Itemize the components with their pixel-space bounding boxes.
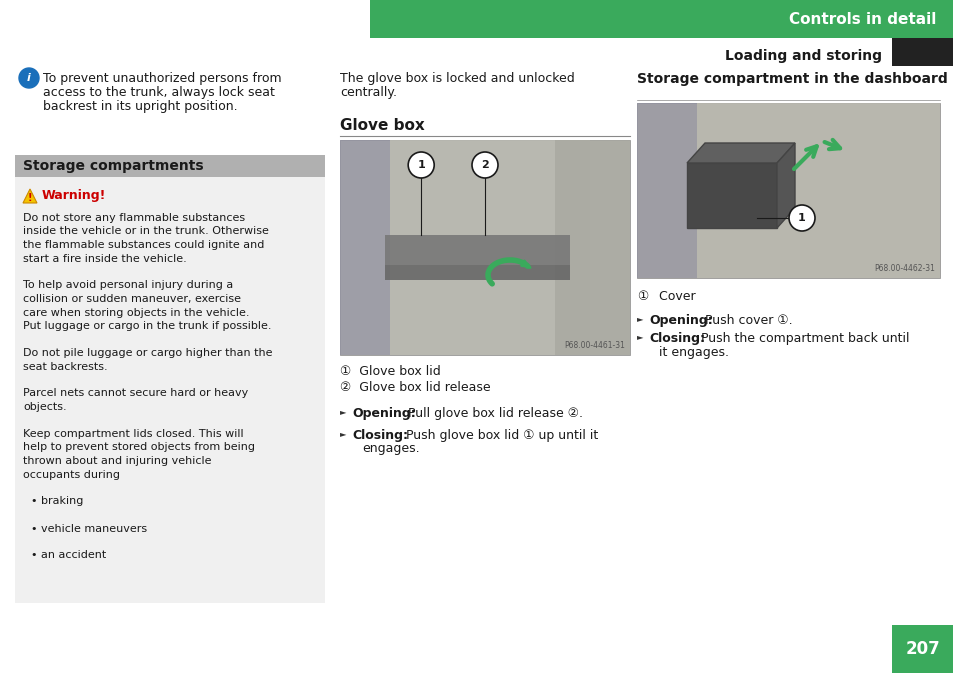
Polygon shape bbox=[776, 143, 794, 228]
Text: Do not store any flammable substances: Do not store any flammable substances bbox=[23, 213, 245, 223]
Text: The glove box is locked and unlocked: The glove box is locked and unlocked bbox=[339, 72, 574, 85]
Text: the flammable substances could ignite and: the flammable substances could ignite an… bbox=[23, 240, 264, 250]
Text: start a fire inside the vehicle.: start a fire inside the vehicle. bbox=[23, 254, 187, 264]
Bar bbox=[15, 155, 325, 177]
Text: Push the compartment back until: Push the compartment back until bbox=[697, 332, 908, 345]
Bar bbox=[390, 140, 589, 355]
Bar bbox=[339, 140, 629, 355]
Text: seat backrests.: seat backrests. bbox=[23, 361, 108, 371]
Bar bbox=[555, 140, 629, 355]
Text: occupants during: occupants during bbox=[23, 470, 120, 479]
Polygon shape bbox=[23, 189, 37, 203]
Text: • braking: • braking bbox=[30, 497, 83, 507]
Text: collision or sudden maneuver, exercise: collision or sudden maneuver, exercise bbox=[23, 294, 241, 304]
Text: Warning!: Warning! bbox=[42, 190, 107, 203]
Text: Push cover ①.: Push cover ①. bbox=[700, 314, 792, 327]
Text: help to prevent stored objects from being: help to prevent stored objects from bein… bbox=[23, 443, 254, 452]
Bar bbox=[385, 265, 569, 280]
Bar bbox=[686, 163, 776, 228]
Text: Closing:: Closing: bbox=[648, 332, 704, 345]
Text: engages.: engages. bbox=[361, 442, 419, 455]
Text: Loading and storing: Loading and storing bbox=[724, 49, 882, 63]
Bar bbox=[385, 235, 569, 265]
Text: Glove box: Glove box bbox=[339, 118, 424, 133]
Text: • an accident: • an accident bbox=[30, 551, 106, 561]
Text: Cover: Cover bbox=[650, 290, 695, 303]
Text: centrally.: centrally. bbox=[339, 86, 396, 99]
Circle shape bbox=[788, 205, 814, 231]
Text: P68.00-4461-31: P68.00-4461-31 bbox=[563, 341, 624, 350]
Text: it engages.: it engages. bbox=[659, 346, 728, 359]
Text: backrest in its upright position.: backrest in its upright position. bbox=[43, 100, 237, 113]
Text: Pull glove box lid release ②.: Pull glove box lid release ②. bbox=[403, 407, 582, 420]
Text: thrown about and injuring vehicle: thrown about and injuring vehicle bbox=[23, 456, 212, 466]
Text: ①  Glove box lid: ① Glove box lid bbox=[339, 365, 440, 378]
Text: ►: ► bbox=[637, 314, 643, 323]
Bar bbox=[370, 0, 953, 38]
Bar bbox=[891, 38, 953, 66]
Text: Opening:: Opening: bbox=[648, 314, 712, 327]
Text: 1: 1 bbox=[798, 213, 805, 223]
Text: 2: 2 bbox=[480, 160, 488, 170]
Polygon shape bbox=[686, 143, 794, 163]
Text: Closing:: Closing: bbox=[352, 429, 408, 442]
Text: care when storing objects in the vehicle.: care when storing objects in the vehicle… bbox=[23, 308, 250, 318]
Text: Controls in detail: Controls in detail bbox=[788, 11, 935, 26]
Text: To prevent unauthorized persons from: To prevent unauthorized persons from bbox=[43, 72, 281, 85]
Text: objects.: objects. bbox=[23, 402, 67, 412]
Text: ►: ► bbox=[339, 429, 346, 438]
Text: 1: 1 bbox=[416, 160, 425, 170]
Text: Opening:: Opening: bbox=[352, 407, 416, 420]
Bar bbox=[891, 625, 953, 673]
Bar bbox=[15, 177, 325, 603]
Circle shape bbox=[408, 152, 434, 178]
Text: !: ! bbox=[28, 193, 32, 203]
Text: 207: 207 bbox=[904, 640, 940, 658]
Text: Keep compartment lids closed. This will: Keep compartment lids closed. This will bbox=[23, 429, 243, 439]
Text: To help avoid personal injury during a: To help avoid personal injury during a bbox=[23, 281, 233, 291]
Text: ►: ► bbox=[637, 332, 643, 341]
Text: Do not pile luggage or cargo higher than the: Do not pile luggage or cargo higher than… bbox=[23, 348, 273, 358]
Text: ►: ► bbox=[339, 407, 346, 416]
Text: inside the vehicle or in the trunk. Otherwise: inside the vehicle or in the trunk. Othe… bbox=[23, 227, 269, 236]
Text: Put luggage or cargo in the trunk if possible.: Put luggage or cargo in the trunk if pos… bbox=[23, 321, 272, 331]
Text: ②  Glove box lid release: ② Glove box lid release bbox=[339, 381, 490, 394]
Circle shape bbox=[472, 152, 497, 178]
Text: Storage compartments: Storage compartments bbox=[23, 159, 203, 173]
Text: P68.00-4462-31: P68.00-4462-31 bbox=[873, 264, 934, 273]
Text: • vehicle maneuvers: • vehicle maneuvers bbox=[30, 524, 147, 534]
Bar bbox=[637, 103, 697, 278]
Text: ①: ① bbox=[637, 290, 648, 303]
Bar bbox=[637, 103, 939, 278]
Text: access to the trunk, always lock seat: access to the trunk, always lock seat bbox=[43, 86, 274, 99]
Text: Parcel nets cannot secure hard or heavy: Parcel nets cannot secure hard or heavy bbox=[23, 388, 248, 398]
Text: i: i bbox=[27, 73, 30, 83]
Text: Storage compartment in the dashboard: Storage compartment in the dashboard bbox=[637, 72, 946, 86]
Circle shape bbox=[19, 68, 39, 88]
Bar bbox=[339, 140, 390, 355]
Bar bbox=[697, 103, 939, 278]
Text: Push glove box lid ① up until it: Push glove box lid ① up until it bbox=[401, 429, 598, 442]
